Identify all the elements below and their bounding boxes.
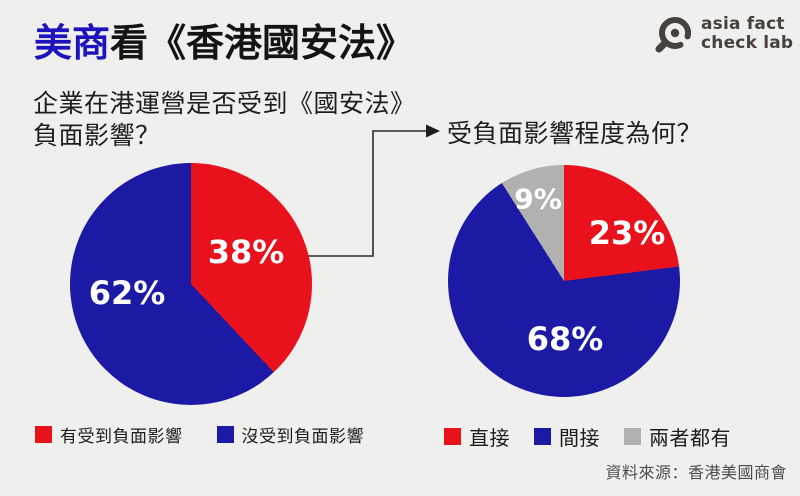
legend-swatch-red <box>35 426 52 443</box>
legend-swatch-blue <box>216 426 234 443</box>
legend-label: 兩者都有 <box>649 426 731 450</box>
pie-left-value-62: 62% <box>88 274 166 312</box>
brand-logo-line1: asia fact <box>701 14 785 34</box>
legend-left: 有受到負面影響 沒受到負面影響 <box>35 422 364 447</box>
source-note: 資料來源：香港美國商會 <box>605 463 787 482</box>
question-right: 受負面影響程度為何？ <box>447 119 703 148</box>
pie-right-value-68: 68% <box>526 320 604 358</box>
page-title-highlight: 美商 <box>34 21 111 65</box>
legend-right: 直接 間接 兩者都有 <box>444 422 731 451</box>
brand-logo-text: asia fact check lab <box>701 15 793 53</box>
question-left-line1: 企業在港運營是否受到《國安法》 <box>33 89 416 118</box>
pie-chart-left: 38% 62% <box>70 163 312 405</box>
pie-chart-right: 23% 68% 9% <box>448 165 680 397</box>
question-left-line2: 負面影響？ <box>33 121 161 150</box>
pie-right-value-9: 9% <box>514 182 562 216</box>
legend-swatch-blue <box>534 428 551 445</box>
legend-label: 有受到負面影響 <box>60 427 183 447</box>
legend-label: 間接 <box>559 426 600 450</box>
pie-left-value-38: 38% <box>207 233 285 271</box>
legend-label: 沒受到負面影響 <box>241 427 364 447</box>
page-title: 美商看《香港國安法》 <box>34 20 414 66</box>
brand-logo-line2: check lab <box>701 33 794 53</box>
legend-item: 沒受到負面影響 <box>216 422 365 447</box>
page-title-rest: 看《香港國安法》 <box>110 21 415 65</box>
legend-item: 兩者都有 <box>624 422 731 451</box>
legend-item: 直接 <box>444 422 510 451</box>
question-left: 企業在港運營是否受到《國安法》 負面影響？ <box>33 88 416 152</box>
arrowhead-icon <box>426 124 440 138</box>
pie-right-value-23: 23% <box>588 214 666 252</box>
legend-item: 有受到負面影響 <box>35 422 183 447</box>
magnifier-icon <box>655 17 692 53</box>
legend-item: 間接 <box>534 422 600 451</box>
legend-swatch-gray <box>624 428 641 445</box>
legend-label: 直接 <box>469 426 510 450</box>
legend-swatch-red <box>444 428 461 445</box>
brand-logo: asia fact check lab <box>650 12 793 56</box>
